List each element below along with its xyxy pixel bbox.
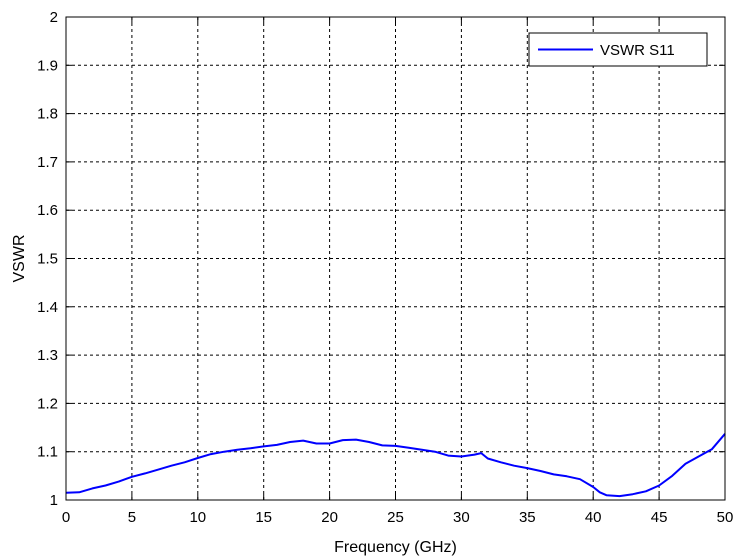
x-tick-label: 45 (651, 509, 668, 526)
y-tick-label: 1.9 (37, 57, 58, 74)
legend-label: VSWR S11 (600, 42, 675, 59)
y-axis-title: VSWR (11, 235, 28, 283)
y-tick-label: 1.4 (37, 299, 58, 316)
y-tick-label: 1.5 (37, 251, 58, 268)
y-tick-labels: 1 1.1 1.2 1.3 1.4 1.5 1.6 1.7 1.8 1.9 2 (37, 9, 58, 509)
x-axis-title: Frequency (GHz) (334, 539, 457, 556)
y-tick-label: 1.2 (37, 395, 58, 412)
y-tick-label: 2 (50, 9, 58, 26)
y-tick-label: 1.7 (37, 154, 58, 171)
ticks (65, 16, 726, 501)
series-layer (65, 433, 726, 498)
y-tick-label: 1.6 (37, 202, 58, 219)
grid-lines (66, 17, 725, 500)
x-tick-label: 5 (128, 509, 136, 526)
x-tick-label: 50 (717, 509, 734, 526)
series-line-vswr-s11 (65, 433, 726, 498)
x-tick-label: 40 (585, 509, 602, 526)
y-tick-label: 1.1 (37, 444, 58, 461)
x-tick-label: 35 (519, 509, 536, 526)
legend: VSWR S11 (528, 32, 708, 67)
x-tick-labels: 0 5 10 15 20 25 30 35 40 45 50 (62, 509, 734, 526)
x-tick-label: 15 (255, 509, 272, 526)
x-tick-label: 10 (189, 509, 206, 526)
x-tick-label: 0 (62, 509, 70, 526)
y-tick-label: 1 (50, 492, 58, 509)
x-tick-label: 20 (321, 509, 338, 526)
x-tick-label: 25 (387, 509, 404, 526)
x-tick-label: 30 (453, 509, 470, 526)
y-tick-label: 1.3 (37, 347, 58, 364)
y-tick-label: 1.8 (37, 106, 58, 123)
